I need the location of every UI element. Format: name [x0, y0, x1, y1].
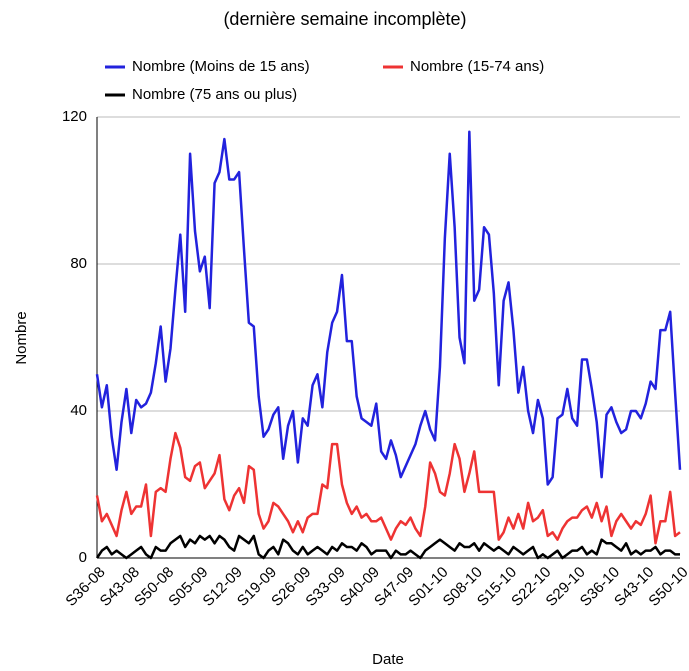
- y-tick-label: 80: [70, 255, 87, 272]
- legend-label: Nombre (15-74 ans): [410, 58, 544, 75]
- legend-label: Nombre (Moins de 15 ans): [132, 58, 310, 75]
- chart-title: (dernière semaine incomplète): [223, 9, 466, 29]
- y-tick-label: 0: [79, 549, 87, 566]
- legend-label: Nombre (75 ans ou plus): [132, 86, 297, 103]
- y-axis-label: Nombre: [13, 311, 30, 364]
- series-line: [95, 130, 682, 486]
- x-axis-label: Date: [372, 651, 404, 668]
- series-line: [95, 431, 681, 545]
- y-tick-label: 120: [62, 108, 87, 125]
- y-tick-label: 40: [70, 402, 87, 419]
- series-line: [95, 534, 680, 560]
